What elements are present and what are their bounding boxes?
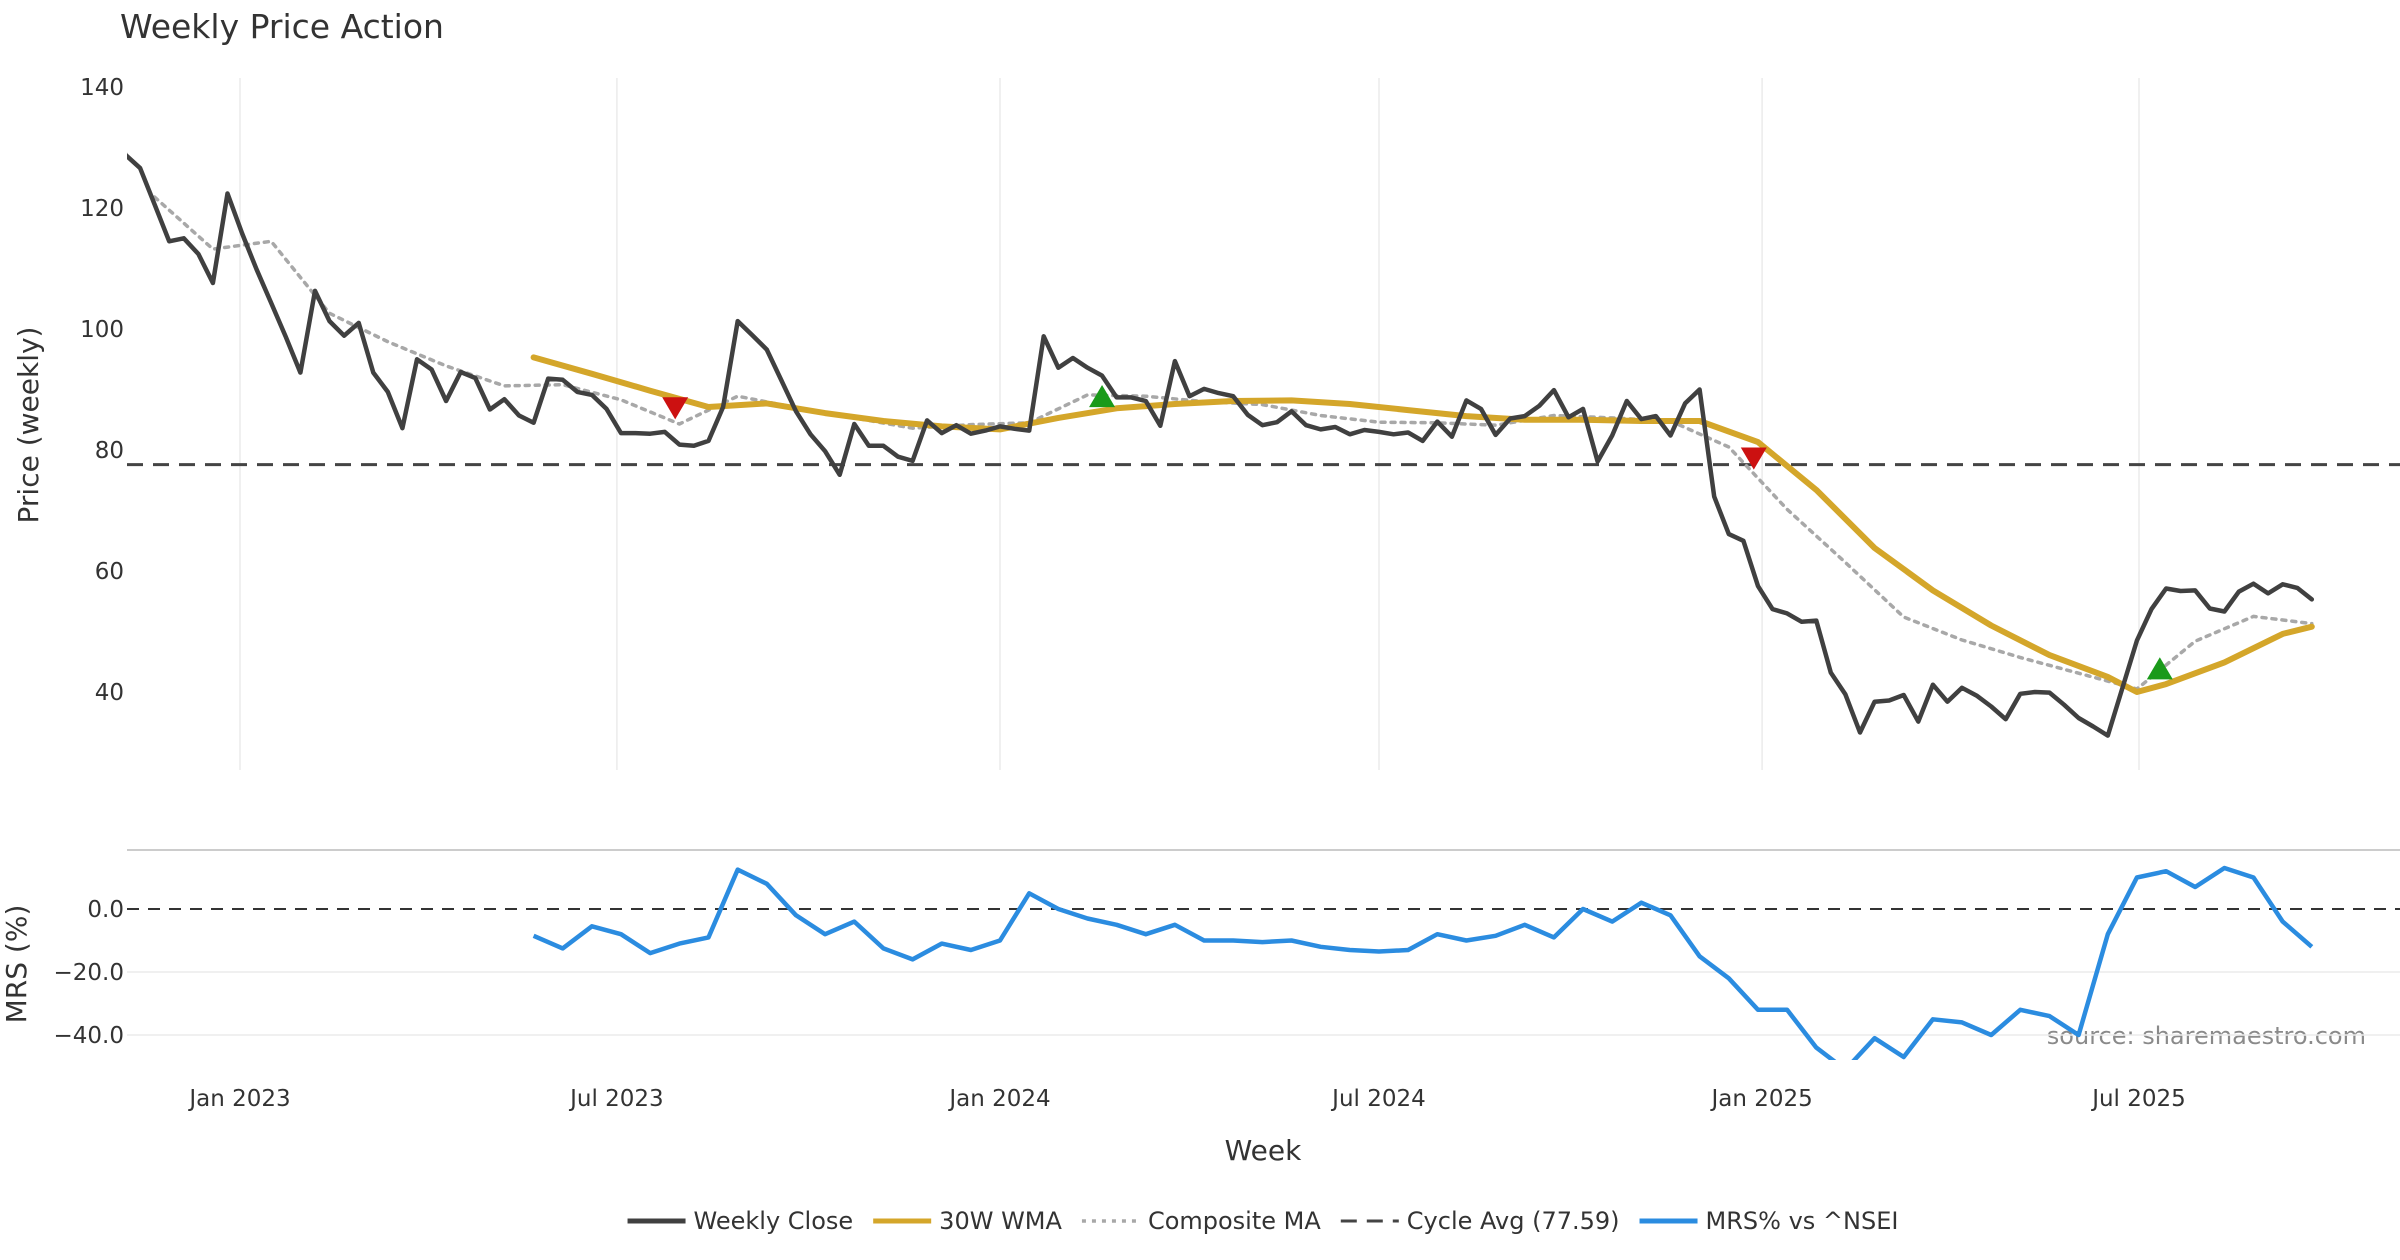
legend: Weekly Close 30W WMA Composite MA Cycle Avg… (627, 1207, 1899, 1235)
price-axis-title: Price (weekly) (12, 327, 45, 524)
buy-signal-marker (2146, 657, 2173, 680)
price-ytick-label: 120 (80, 196, 124, 222)
legend-item: Weekly Close (627, 1207, 854, 1235)
x-tick-label: Jan 2023 (187, 1086, 290, 1112)
grid-layer (127, 78, 2400, 1036)
series-30w-wma (530, 354, 2315, 695)
legend-label: Weekly Close (694, 1207, 854, 1235)
series-weekly-close (127, 152, 2315, 738)
legend-item: Cycle Avg (77.59) (1340, 1207, 1620, 1235)
x-tick-label: Jan 2024 (947, 1086, 1050, 1112)
mrs-ytick-label: 0.0 (87, 897, 124, 923)
legend-label: 30W WMA (939, 1207, 1062, 1235)
legend-label: Composite MA (1148, 1207, 1321, 1235)
series-layer (127, 152, 2400, 1060)
price-ytick-label: 60 (95, 559, 124, 585)
legend-item: MRS% vs ^NSEI (1639, 1207, 1899, 1235)
x-axis-title: Week (1225, 1134, 1302, 1167)
legend-item: Composite MA (1081, 1207, 1321, 1235)
price-ytick-label: 80 (95, 438, 124, 464)
series-composite-ma (152, 195, 2314, 691)
sell-signal-marker (662, 397, 689, 420)
mrs-ytick-label: −20.0 (54, 960, 124, 986)
x-tick-label: Jul 2024 (1330, 1086, 1426, 1112)
x-tick-label: Jul 2023 (568, 1086, 664, 1112)
x-tick-label: Jul 2025 (2090, 1086, 2186, 1112)
chart-title: Weekly Price Action (120, 7, 444, 46)
axes-layer: 40 60 80 100 120 140 0.0 −20.0 −40.0 Jan 2023 Jul … (54, 75, 2186, 1112)
price-ytick-label: 140 (80, 75, 124, 101)
x-tick-label: Jan 2025 (1709, 1086, 1812, 1112)
mrs-ytick-label: −40.0 (54, 1023, 124, 1049)
sell-signal-marker (1740, 447, 1767, 470)
buy-signal-marker (1089, 385, 1116, 408)
legend-label: Cycle Avg (77.59) (1407, 1207, 1620, 1235)
price-ytick-label: 40 (95, 680, 124, 706)
mrs-axis-title: MRS (%) (0, 905, 33, 1024)
price-ytick-label: 100 (80, 317, 124, 343)
series-mrs-vs-nsei (532, 865, 2314, 1060)
legend-label: MRS% vs ^NSEI (1706, 1207, 1899, 1235)
source-credit: source: sharemaestro.com (2047, 1022, 2366, 1050)
legend-item: 30W WMA (873, 1207, 1063, 1235)
